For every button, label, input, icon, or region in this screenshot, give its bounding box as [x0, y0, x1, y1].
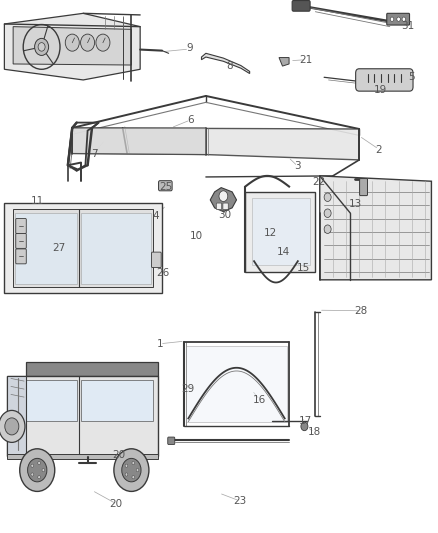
FancyBboxPatch shape [387, 13, 410, 25]
Circle shape [136, 469, 139, 472]
Circle shape [31, 464, 34, 467]
Text: 3: 3 [294, 161, 301, 171]
Text: 29: 29 [181, 384, 194, 394]
Text: 17: 17 [299, 416, 312, 426]
Text: 2: 2 [375, 146, 382, 155]
Circle shape [125, 473, 128, 476]
Polygon shape [13, 209, 153, 287]
Polygon shape [210, 188, 237, 212]
FancyBboxPatch shape [16, 219, 26, 233]
Text: 4: 4 [152, 211, 159, 221]
Text: 27: 27 [53, 244, 66, 253]
Circle shape [96, 34, 110, 51]
Text: 14: 14 [277, 247, 290, 256]
Polygon shape [18, 380, 77, 421]
Text: 8: 8 [226, 61, 233, 70]
Circle shape [125, 464, 128, 467]
Circle shape [324, 225, 331, 233]
Text: 28: 28 [354, 306, 367, 316]
Polygon shape [7, 454, 158, 459]
Text: 21: 21 [299, 55, 312, 64]
Text: 1: 1 [156, 339, 163, 349]
Circle shape [35, 38, 49, 55]
Polygon shape [72, 128, 359, 160]
Circle shape [219, 191, 228, 201]
Circle shape [397, 17, 400, 21]
FancyBboxPatch shape [168, 437, 175, 445]
Text: 7: 7 [91, 149, 98, 158]
Text: 6: 6 [187, 115, 194, 125]
Text: 12: 12 [264, 228, 277, 238]
Polygon shape [4, 203, 162, 293]
Polygon shape [81, 213, 151, 284]
Text: 5: 5 [408, 72, 415, 82]
FancyBboxPatch shape [292, 1, 310, 11]
Polygon shape [252, 198, 310, 265]
Text: 16: 16 [253, 395, 266, 405]
Text: 25: 25 [159, 182, 172, 191]
Polygon shape [72, 128, 206, 155]
Polygon shape [15, 213, 77, 284]
Circle shape [81, 34, 95, 51]
Polygon shape [186, 346, 287, 422]
FancyBboxPatch shape [152, 252, 161, 268]
FancyBboxPatch shape [223, 203, 228, 209]
Polygon shape [7, 376, 158, 456]
Polygon shape [245, 192, 315, 272]
Text: 20: 20 [113, 450, 126, 459]
Polygon shape [26, 362, 158, 376]
Circle shape [38, 475, 40, 479]
FancyBboxPatch shape [16, 249, 26, 264]
FancyBboxPatch shape [360, 179, 367, 196]
Polygon shape [279, 58, 289, 66]
FancyBboxPatch shape [16, 233, 26, 248]
Circle shape [38, 43, 45, 51]
Text: 23: 23 [233, 496, 247, 506]
Circle shape [28, 458, 47, 482]
Text: 11: 11 [31, 197, 44, 206]
Polygon shape [4, 13, 140, 80]
Text: 31: 31 [402, 21, 415, 30]
Circle shape [324, 209, 331, 217]
Text: 26: 26 [156, 269, 170, 278]
Text: 15: 15 [297, 263, 310, 272]
Circle shape [324, 193, 331, 201]
Polygon shape [7, 376, 26, 456]
Circle shape [402, 17, 406, 21]
Text: 19: 19 [374, 85, 387, 94]
Text: 22: 22 [312, 177, 325, 187]
Circle shape [20, 449, 55, 491]
FancyBboxPatch shape [216, 203, 222, 209]
Circle shape [132, 475, 134, 479]
Circle shape [38, 462, 40, 465]
Circle shape [5, 418, 19, 435]
Text: 20: 20 [110, 499, 123, 508]
Circle shape [31, 473, 34, 476]
Text: 13: 13 [349, 199, 362, 208]
Text: 9: 9 [186, 43, 193, 53]
Polygon shape [81, 380, 153, 421]
Circle shape [301, 422, 308, 431]
Circle shape [0, 410, 25, 442]
Polygon shape [320, 176, 431, 280]
Circle shape [132, 462, 134, 465]
Circle shape [390, 17, 394, 21]
Text: 18: 18 [308, 427, 321, 437]
Circle shape [114, 449, 149, 491]
Circle shape [42, 469, 45, 472]
Polygon shape [201, 53, 250, 74]
Circle shape [65, 34, 79, 51]
Text: 10: 10 [190, 231, 203, 240]
Polygon shape [13, 27, 131, 65]
Text: 30: 30 [218, 210, 231, 220]
FancyBboxPatch shape [356, 69, 413, 91]
FancyBboxPatch shape [159, 181, 172, 191]
Circle shape [122, 458, 141, 482]
